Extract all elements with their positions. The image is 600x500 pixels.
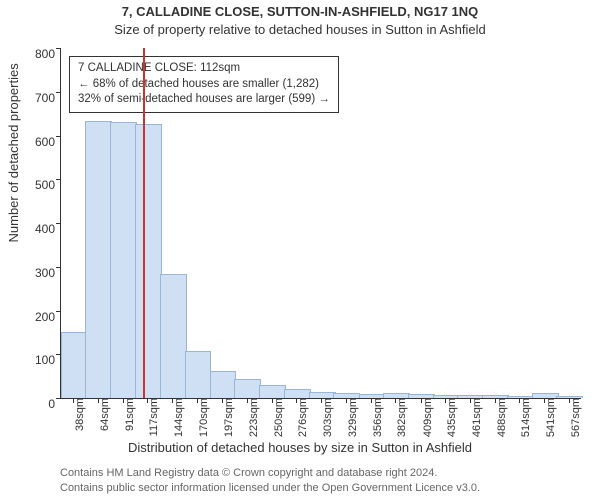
y-tick-mark <box>56 48 61 49</box>
chart-title-line2: Size of property relative to detached ho… <box>0 22 600 37</box>
histogram-bar <box>85 121 112 398</box>
x-tick-label: 567sqm <box>570 398 582 437</box>
x-tick-label: 303sqm <box>322 398 334 437</box>
y-tick-label: 0 <box>48 397 55 411</box>
x-tick-mark <box>395 398 396 403</box>
x-tick-mark <box>371 398 372 403</box>
x-tick-label: 117sqm <box>148 398 160 436</box>
x-tick-mark <box>197 398 198 403</box>
x-tick-mark <box>222 398 223 403</box>
y-tick-mark <box>56 179 61 180</box>
annotation-box: 7 CALLADINE CLOSE: 112sqm ← 68% of detac… <box>69 56 339 113</box>
histogram-bar <box>259 385 286 398</box>
x-tick-label: 356sqm <box>372 398 384 437</box>
y-tick-label: 700 <box>35 91 55 105</box>
x-tick-label: 435sqm <box>446 398 458 437</box>
x-tick-mark <box>272 398 273 403</box>
x-tick-label: 144sqm <box>173 398 185 437</box>
annotation-line3: 32% of semi-detached houses are larger (… <box>78 92 330 108</box>
x-tick-label: 91sqm <box>124 398 136 431</box>
x-tick-mark <box>519 398 520 403</box>
x-tick-label: 38sqm <box>74 398 86 431</box>
x-tick-label: 250sqm <box>273 398 285 437</box>
footer-line1: Contains HM Land Registry data © Crown c… <box>60 466 480 481</box>
y-tick-label: 400 <box>35 222 55 236</box>
histogram-bar <box>61 332 88 398</box>
x-tick-mark <box>470 398 471 403</box>
y-axis-label: Number of detached properties <box>6 63 21 242</box>
y-tick-label: 600 <box>35 135 55 149</box>
x-tick-mark <box>172 398 173 403</box>
histogram-bar <box>110 122 137 398</box>
histogram-bar <box>160 274 187 398</box>
x-tick-label: 541sqm <box>545 398 557 437</box>
x-tick-mark <box>445 398 446 403</box>
chart-container: { "chart": { "type": "histogram", "title… <box>0 0 600 500</box>
x-tick-mark <box>123 398 124 403</box>
x-tick-mark <box>421 398 422 403</box>
chart-title-line1: 7, CALLADINE CLOSE, SUTTON-IN-ASHFIELD, … <box>0 4 600 19</box>
x-tick-label: 64sqm <box>99 398 111 431</box>
x-tick-label: 329sqm <box>347 398 359 437</box>
histogram-bar <box>234 379 261 398</box>
annotation-line2: ← 68% of detached houses are smaller (1,… <box>78 77 330 93</box>
y-tick-mark <box>56 398 61 399</box>
x-tick-label: 276sqm <box>297 398 309 437</box>
histogram-bar <box>135 124 162 398</box>
x-tick-label: 223sqm <box>248 398 260 437</box>
x-tick-mark <box>147 398 148 403</box>
x-tick-label: 514sqm <box>520 398 532 437</box>
y-tick-label: 500 <box>35 178 55 192</box>
y-tick-mark <box>56 267 61 268</box>
x-tick-mark <box>98 398 99 403</box>
x-tick-label: 170sqm <box>198 398 210 437</box>
x-tick-label: 382sqm <box>396 398 408 437</box>
footer-line2: Contains public sector information licen… <box>60 481 480 496</box>
histogram-bar <box>185 351 212 398</box>
y-tick-label: 200 <box>35 310 55 324</box>
y-tick-label: 100 <box>35 353 55 367</box>
y-tick-mark <box>56 136 61 137</box>
property-marker-line <box>143 48 145 398</box>
x-tick-label: 461sqm <box>471 398 483 437</box>
x-tick-mark <box>73 398 74 403</box>
plot-area: 7 CALLADINE CLOSE: 112sqm ← 68% of detac… <box>60 48 581 399</box>
y-tick-label: 800 <box>35 47 55 61</box>
x-tick-mark <box>495 398 496 403</box>
x-tick-mark <box>544 398 545 403</box>
y-tick-mark <box>56 92 61 93</box>
x-tick-mark <box>247 398 248 403</box>
y-tick-label: 300 <box>35 266 55 280</box>
footer-text: Contains HM Land Registry data © Crown c… <box>60 466 480 496</box>
y-tick-mark <box>56 223 61 224</box>
x-tick-mark <box>321 398 322 403</box>
x-tick-mark <box>569 398 570 403</box>
x-tick-mark <box>296 398 297 403</box>
x-axis-label: Distribution of detached houses by size … <box>0 440 600 455</box>
annotation-line1: 7 CALLADINE CLOSE: 112sqm <box>78 61 330 77</box>
histogram-bar <box>284 389 311 398</box>
histogram-bar <box>210 371 237 398</box>
x-tick-label: 197sqm <box>223 398 235 437</box>
x-tick-label: 409sqm <box>422 398 434 437</box>
x-tick-label: 488sqm <box>496 398 508 437</box>
y-tick-mark <box>56 311 61 312</box>
x-tick-mark <box>346 398 347 403</box>
